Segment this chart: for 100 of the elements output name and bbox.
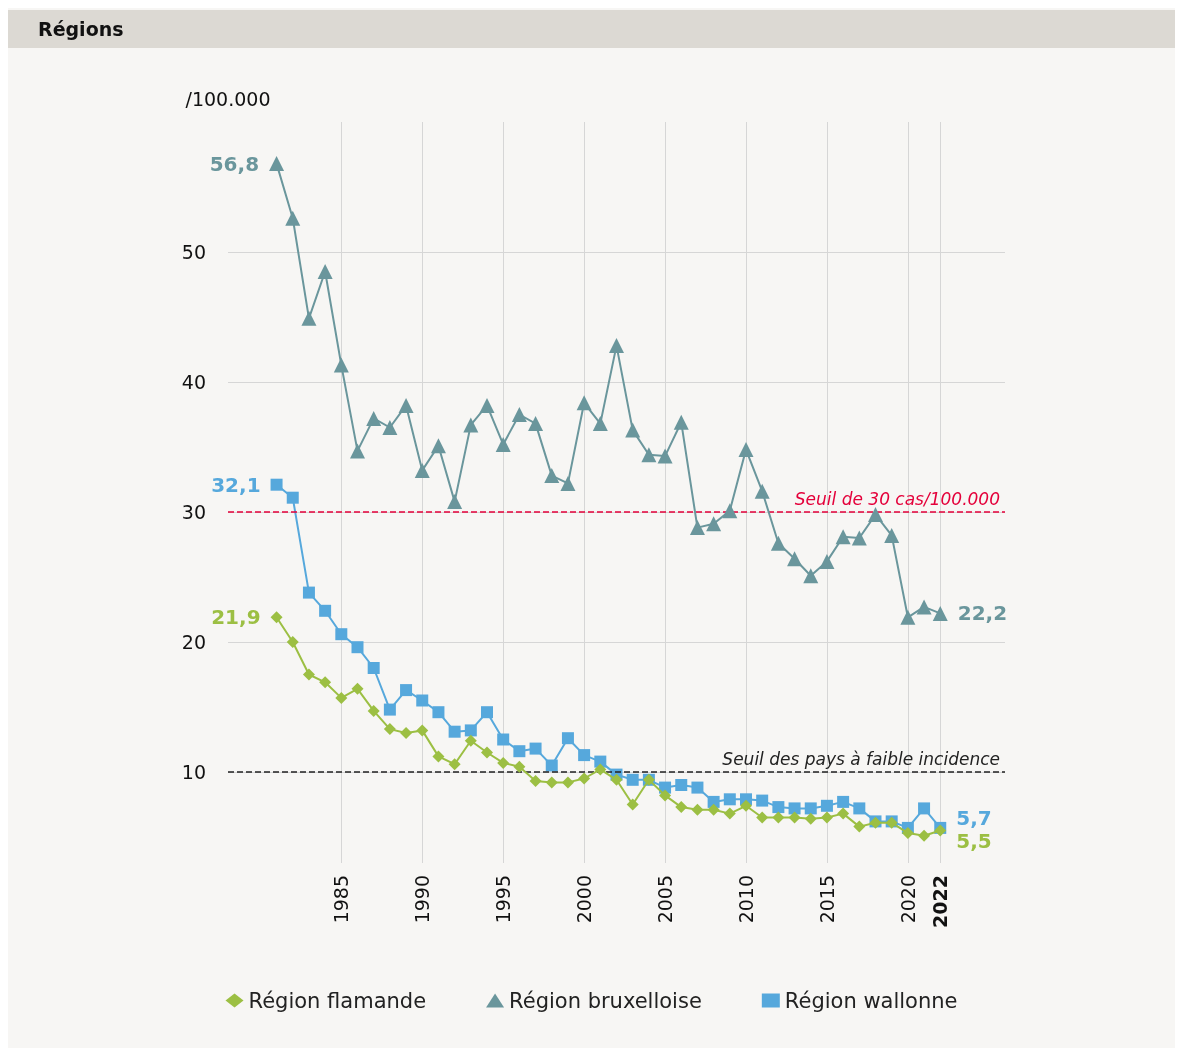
point bbox=[853, 820, 866, 833]
point bbox=[319, 676, 332, 689]
point bbox=[901, 827, 914, 840]
point bbox=[400, 684, 413, 697]
point bbox=[367, 704, 380, 717]
point bbox=[561, 732, 574, 745]
point bbox=[335, 628, 348, 641]
point bbox=[610, 773, 623, 786]
legend-label: Région wallonne bbox=[784, 988, 958, 1013]
point bbox=[430, 438, 446, 454]
point bbox=[835, 529, 851, 545]
point bbox=[657, 448, 673, 464]
y-tick-label: 50 bbox=[181, 241, 206, 263]
point bbox=[333, 357, 349, 373]
point bbox=[351, 641, 364, 654]
data-label: 32,1 bbox=[211, 472, 261, 497]
point bbox=[673, 414, 689, 430]
point bbox=[416, 694, 429, 707]
y-tick-label: 10 bbox=[181, 761, 206, 783]
point bbox=[820, 799, 833, 812]
point bbox=[770, 535, 786, 551]
data-label: 5,7 bbox=[956, 805, 992, 830]
point bbox=[285, 210, 301, 226]
point bbox=[918, 802, 931, 815]
point bbox=[932, 605, 948, 621]
point bbox=[464, 724, 477, 737]
point bbox=[819, 553, 835, 569]
point bbox=[495, 436, 511, 452]
point bbox=[626, 773, 639, 786]
point bbox=[754, 483, 770, 499]
point bbox=[351, 682, 364, 695]
point bbox=[625, 422, 641, 438]
x-tick-label: 2000 bbox=[573, 875, 596, 924]
point bbox=[319, 604, 332, 617]
point bbox=[675, 779, 688, 791]
point bbox=[398, 397, 414, 413]
point bbox=[544, 468, 560, 484]
point bbox=[675, 801, 688, 814]
point bbox=[837, 795, 850, 808]
point bbox=[706, 516, 722, 532]
point bbox=[511, 407, 527, 422]
point bbox=[691, 803, 704, 816]
point bbox=[576, 395, 592, 411]
point bbox=[626, 798, 639, 811]
data-label: 56,8 bbox=[209, 151, 260, 176]
point bbox=[545, 759, 558, 772]
x-tick-label: 1990 bbox=[411, 875, 434, 924]
ref-line-label: Seuil des pays à faible incidence bbox=[722, 748, 1000, 769]
point bbox=[578, 749, 591, 762]
point bbox=[383, 723, 396, 736]
point bbox=[689, 520, 705, 536]
point bbox=[367, 662, 380, 674]
point bbox=[545, 776, 558, 789]
point bbox=[414, 462, 430, 478]
point bbox=[691, 781, 704, 794]
point bbox=[916, 599, 932, 615]
point bbox=[463, 417, 479, 433]
point bbox=[756, 794, 769, 807]
point bbox=[853, 802, 866, 815]
point bbox=[804, 802, 817, 815]
point bbox=[529, 775, 542, 788]
point bbox=[594, 763, 607, 776]
x-tick-label: 2022 bbox=[929, 875, 952, 928]
point bbox=[788, 811, 801, 824]
point bbox=[707, 803, 720, 816]
point bbox=[497, 756, 510, 769]
point bbox=[609, 338, 624, 354]
point bbox=[723, 793, 736, 806]
point bbox=[738, 442, 754, 458]
point bbox=[820, 811, 833, 824]
point bbox=[659, 789, 672, 802]
point bbox=[479, 397, 495, 413]
point bbox=[350, 443, 365, 459]
y-tick-label: 20 bbox=[181, 631, 206, 653]
ref-line-label: Seuil de 30 cas/100.000 bbox=[794, 488, 1000, 509]
x-tick-label: 1995 bbox=[492, 875, 515, 924]
point bbox=[302, 586, 315, 599]
point bbox=[560, 475, 576, 491]
point bbox=[464, 734, 477, 747]
point bbox=[416, 724, 429, 737]
point bbox=[335, 691, 348, 704]
point bbox=[481, 706, 493, 719]
point bbox=[641, 447, 657, 463]
point bbox=[382, 420, 398, 435]
point bbox=[578, 772, 591, 785]
point bbox=[270, 478, 283, 491]
point bbox=[448, 725, 461, 738]
y-tick-label: 40 bbox=[181, 371, 206, 393]
x-tick-label: 2010 bbox=[735, 875, 757, 924]
x-tick-label: 2015 bbox=[815, 875, 838, 924]
point bbox=[432, 750, 445, 763]
data-label: 21,9 bbox=[211, 605, 261, 630]
point bbox=[447, 494, 463, 510]
x-tick-label: 2005 bbox=[654, 875, 677, 924]
point bbox=[884, 527, 900, 543]
data-label: 22,2 bbox=[957, 601, 1008, 626]
point bbox=[286, 636, 299, 648]
point bbox=[481, 746, 493, 759]
point bbox=[804, 812, 817, 825]
point bbox=[803, 568, 819, 584]
